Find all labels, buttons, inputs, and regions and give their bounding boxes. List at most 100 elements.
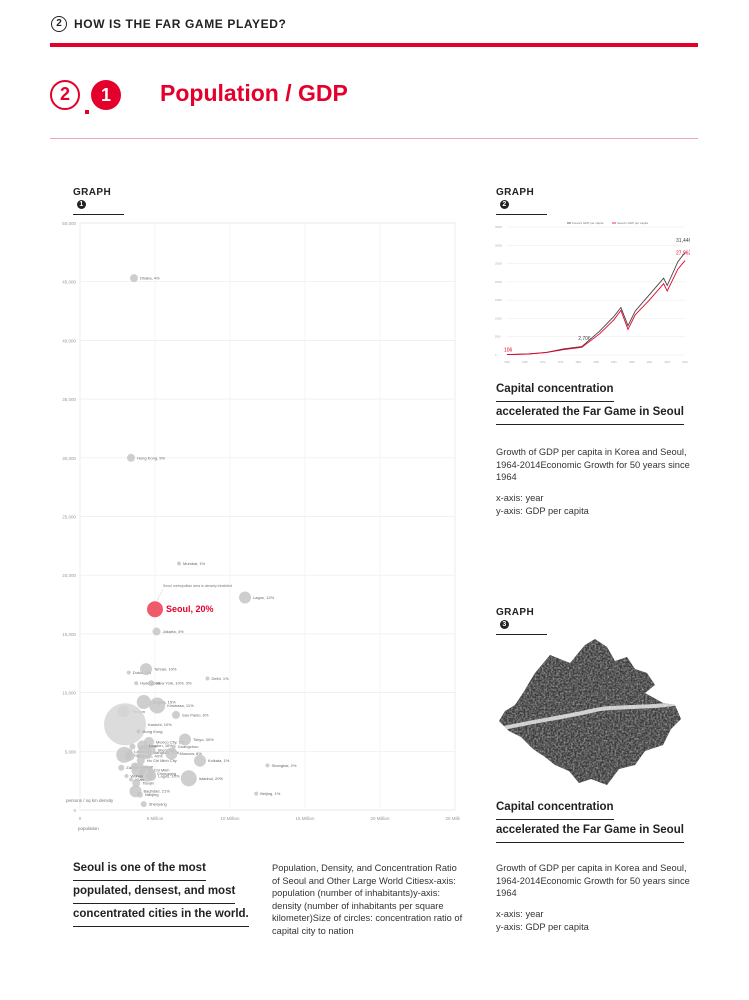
- point-label: New York, 10%, 3%: [156, 681, 192, 686]
- x-tick-label: 1969: [522, 361, 528, 364]
- data-point: [126, 670, 131, 675]
- annotation-seoul-end: 27,962: [676, 251, 690, 257]
- graph-1-number: 1: [77, 200, 86, 209]
- x-tick-label: 2004: [647, 361, 653, 364]
- main-heading-line-2: populated, densest, and most: [73, 881, 236, 904]
- y-tick-label: 30,000: [62, 456, 76, 461]
- point-label: Istanbul, 20%: [199, 776, 224, 781]
- data-point: [127, 453, 135, 462]
- y-tick-label: 20,000: [62, 573, 76, 578]
- data-point: [145, 745, 156, 756]
- point-label: Delhi, 1%: [212, 676, 230, 681]
- data-point: [177, 561, 181, 566]
- annotation-korea-end: 31,446: [676, 238, 690, 244]
- point-label: London, 16%: [149, 743, 173, 748]
- y-tick-label: 20000: [495, 281, 503, 284]
- graph-2-axes: x-axis: year y-axis: GDP per capita: [496, 492, 691, 517]
- graph-3-x-axis: x-axis: year: [496, 909, 544, 919]
- point-label: Shanghai, 2%: [272, 763, 297, 768]
- point-label: Tianjin: [142, 780, 154, 785]
- point-label: Jakarta, 4%: [163, 629, 185, 634]
- data-point: [132, 778, 141, 787]
- data-point: [130, 274, 138, 283]
- data-point: [137, 791, 143, 798]
- point-label: Kolkata, 1%: [208, 758, 230, 763]
- y-tick-label: 35,000: [62, 397, 76, 402]
- graph-1-label: GRAPH 1: [73, 187, 124, 215]
- data-point: [118, 764, 125, 771]
- point-label: Ho Chi Minh City: [147, 758, 177, 763]
- x-tick-label: 0: [79, 816, 82, 821]
- seoul-leader-line: [156, 589, 164, 601]
- graph-3-y-axis: y-axis: GDP per capita: [496, 921, 589, 932]
- x-tick-label: 1999: [629, 361, 635, 364]
- graph-2-y-axis: y-axis: GDP per capita: [496, 505, 589, 516]
- y-tick-label: 50,000: [62, 221, 76, 226]
- data-point: [137, 740, 148, 751]
- main-heading: Seoul is one of the most populated, dens…: [73, 858, 263, 927]
- y-tick-label: 0: [73, 808, 76, 813]
- point-label: Tokyo, 30%: [193, 737, 214, 742]
- x-tick-label: 10 Million: [220, 816, 240, 821]
- point-label: Sao Paulo, 6%: [182, 712, 209, 717]
- point-label: Baghdad, 21%: [144, 789, 171, 794]
- x-tick-label: 5 Million: [147, 816, 164, 821]
- data-point: [140, 801, 147, 808]
- data-point: [179, 733, 191, 746]
- y-tick-label: 25000: [495, 263, 503, 266]
- legend-item: Korea's GDP per capita: [572, 221, 604, 225]
- point-label: Beijing, 1%: [260, 791, 280, 796]
- header-divider: [50, 43, 698, 47]
- graph-2-label-text: GRAPH: [496, 187, 535, 198]
- section-divider: [50, 138, 698, 139]
- x-tick-label: 25 Million: [445, 816, 460, 821]
- graph-2-heading-line-1: Capital concentration: [496, 379, 614, 402]
- point-label: Hong Kong, 9%: [137, 455, 165, 460]
- legend-item: Seoul's GDP per capita: [617, 221, 648, 225]
- point-seoul: [147, 601, 163, 618]
- data-point: [140, 663, 152, 676]
- point-label: Ho Chi Minh: [148, 768, 170, 773]
- point-label: Mexico City, 5%: [156, 739, 185, 744]
- point-label: Nanjing: [145, 792, 159, 797]
- point-label: Shenzhen: [158, 748, 176, 753]
- data-point: [136, 756, 145, 765]
- y-tick-label: 5,000: [65, 749, 77, 754]
- data-point: [265, 763, 270, 768]
- seoul-density-map: [499, 639, 681, 785]
- point-label: Tehran, 10%: [154, 667, 177, 672]
- y-tick-label: 45,000: [62, 280, 76, 285]
- point-label: Shenyang: [149, 802, 167, 807]
- point-label: Wuhan: [131, 773, 144, 778]
- data-point: [254, 791, 259, 796]
- point-label: Chongqing: [157, 771, 176, 776]
- graph-2-heading-line-2: accelerated the Far Game in Seoul: [496, 402, 684, 425]
- data-point: [136, 729, 141, 734]
- y-axis-label: persons / sq km density: [66, 798, 114, 803]
- point-label: Hong Kong: [143, 729, 163, 734]
- scatter-chart: 0 5,000 10,000 15,000 20,000 25,000 30,000 35,0…: [62, 221, 460, 831]
- x-axis-label: population: [78, 826, 99, 831]
- graph-3-heading-line-1: Capital concentration: [496, 797, 614, 820]
- graph-3-label-text: GRAPH: [496, 607, 535, 618]
- data-point: [165, 747, 178, 760]
- data-point: [104, 703, 146, 746]
- point-label: Karachi, 10%: [148, 722, 172, 727]
- point-label: Lagos, 12%: [253, 595, 275, 600]
- data-point: [152, 627, 161, 636]
- main-heading-line-3: concentrated cities in the world.: [73, 904, 249, 927]
- point-label: Lagos, 10%: [158, 773, 180, 778]
- point-label: Guangzhou: [178, 744, 199, 749]
- section-number-outline: 2: [50, 80, 80, 110]
- section-dot: [85, 110, 89, 114]
- data-point: [180, 770, 197, 787]
- x-tick-label: 1974: [540, 361, 546, 364]
- annotation-mid: 2,706: [578, 336, 591, 342]
- y-tick-label: 25,000: [62, 515, 76, 520]
- han-river: [499, 701, 681, 731]
- graph-3-label: GRAPH 3: [496, 607, 547, 635]
- series-line-0: [506, 252, 686, 356]
- graph-3-number: 3: [500, 620, 509, 629]
- data-point: [149, 697, 166, 714]
- header-section-number: 2: [51, 16, 67, 32]
